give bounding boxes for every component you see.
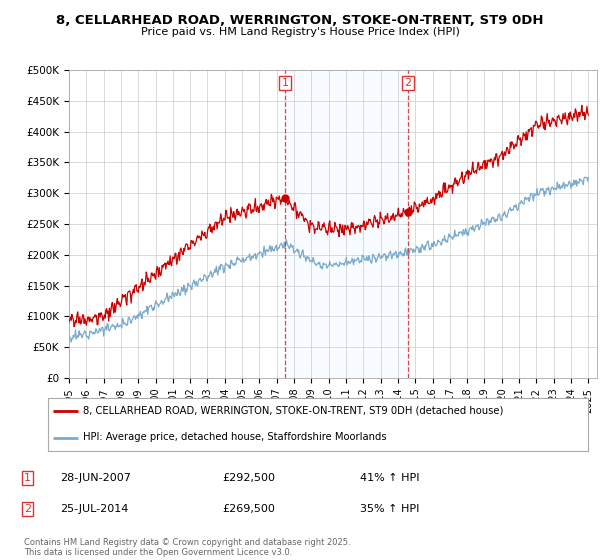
Text: 35% ↑ HPI: 35% ↑ HPI bbox=[360, 504, 419, 514]
HPI: Average price, detached house, Staffordshire Moorlands: (2e+03, 5.83e+04): Average price, detached house, Staffords… bbox=[68, 339, 75, 346]
Text: 1: 1 bbox=[282, 78, 289, 88]
HPI: Average price, detached house, Staffordshire Moorlands: (2e+03, 1.35e+05): Average price, detached house, Staffords… bbox=[182, 292, 189, 298]
8, CELLARHEAD ROAD, WERRINGTON, STOKE-ON-TRENT, ST9 0DH (detached house) bbox=[76, 320, 83, 326]
8, CELLARHEAD ROAD, WERRINGTON, STOKE-ON-TRENT, ST9 0DH (detached house) bbox=[182, 242, 189, 249]
Text: Contains HM Land Registry data © Crown copyright and database right 2025.
This d: Contains HM Land Registry data © Crown c… bbox=[24, 538, 350, 557]
Text: 1: 1 bbox=[24, 473, 31, 483]
HPI: Average price, detached house, Staffordshire Moorlands: (2.02e+03, 3.25e+05): Average price, detached house, Staffords… bbox=[585, 175, 592, 181]
HPI: Average price, detached house, Staffordshire Moorlands: (2e+03, 9.49e+04): Average price, detached house, Staffords… bbox=[129, 316, 136, 323]
HPI: Average price, detached house, Staffordshire Moorlands: (2.02e+03, 3.26e+05): Average price, detached house, Staffords… bbox=[581, 174, 589, 181]
8, CELLARHEAD ROAD, WERRINGTON, STOKE-ON-TRENT, ST9 0DH (detached house) bbox=[65, 319, 73, 325]
HPI: Average price, detached house, Staffordshire Moorlands: (2.01e+03, 2.09e+05): Average price, detached house, Staffords… bbox=[408, 246, 415, 253]
8, CELLARHEAD ROAD, WERRINGTON, STOKE-ON-TRENT, ST9 0DH (detached house) bbox=[408, 202, 415, 209]
Text: 8, CELLARHEAD ROAD, WERRINGTON, STOKE-ON-TRENT, ST9 0DH (detached house): 8, CELLARHEAD ROAD, WERRINGTON, STOKE-ON… bbox=[83, 406, 503, 416]
8, CELLARHEAD ROAD, WERRINGTON, STOKE-ON-TRENT, ST9 0DH (detached house) bbox=[392, 213, 400, 220]
8, CELLARHEAD ROAD, WERRINGTON, STOKE-ON-TRENT, ST9 0DH (detached house) bbox=[578, 102, 586, 109]
HPI: Average price, detached house, Staffordshire Moorlands: (2e+03, 7.09e+04): Average price, detached house, Staffords… bbox=[65, 331, 73, 338]
Text: 2: 2 bbox=[24, 504, 31, 514]
Text: 25-JUL-2014: 25-JUL-2014 bbox=[60, 504, 128, 514]
8, CELLARHEAD ROAD, WERRINGTON, STOKE-ON-TRENT, ST9 0DH (detached house) bbox=[209, 225, 217, 232]
8, CELLARHEAD ROAD, WERRINGTON, STOKE-ON-TRENT, ST9 0DH (detached house) bbox=[585, 111, 592, 118]
HPI: Average price, detached house, Staffordshire Moorlands: (2e+03, 1.64e+05): Average price, detached house, Staffords… bbox=[209, 273, 217, 280]
8, CELLARHEAD ROAD, WERRINGTON, STOKE-ON-TRENT, ST9 0DH (detached house) bbox=[70, 323, 77, 330]
Bar bbox=[285, 70, 408, 378]
Text: 2: 2 bbox=[404, 78, 412, 88]
Text: £269,500: £269,500 bbox=[222, 504, 275, 514]
Text: 8, CELLARHEAD ROAD, WERRINGTON, STOKE-ON-TRENT, ST9 0DH: 8, CELLARHEAD ROAD, WERRINGTON, STOKE-ON… bbox=[56, 14, 544, 27]
Line: 8, CELLARHEAD ROAD, WERRINGTON, STOKE-ON-TRENT, ST9 0DH (detached house): 8, CELLARHEAD ROAD, WERRINGTON, STOKE-ON… bbox=[69, 105, 589, 326]
Text: 28-JUN-2007: 28-JUN-2007 bbox=[60, 473, 131, 483]
Text: £292,500: £292,500 bbox=[222, 473, 275, 483]
HPI: Average price, detached house, Staffordshire Moorlands: (2.01e+03, 2.05e+05): Average price, detached house, Staffords… bbox=[392, 249, 400, 255]
HPI: Average price, detached house, Staffordshire Moorlands: (2e+03, 7.66e+04): Average price, detached house, Staffords… bbox=[76, 328, 83, 334]
8, CELLARHEAD ROAD, WERRINGTON, STOKE-ON-TRENT, ST9 0DH (detached house) bbox=[129, 290, 136, 297]
Line: HPI: Average price, detached house, Staffordshire Moorlands: HPI: Average price, detached house, Staf… bbox=[69, 178, 589, 342]
Text: 41% ↑ HPI: 41% ↑ HPI bbox=[360, 473, 419, 483]
Text: Price paid vs. HM Land Registry's House Price Index (HPI): Price paid vs. HM Land Registry's House … bbox=[140, 27, 460, 37]
Text: HPI: Average price, detached house, Staffordshire Moorlands: HPI: Average price, detached house, Staf… bbox=[83, 432, 387, 442]
